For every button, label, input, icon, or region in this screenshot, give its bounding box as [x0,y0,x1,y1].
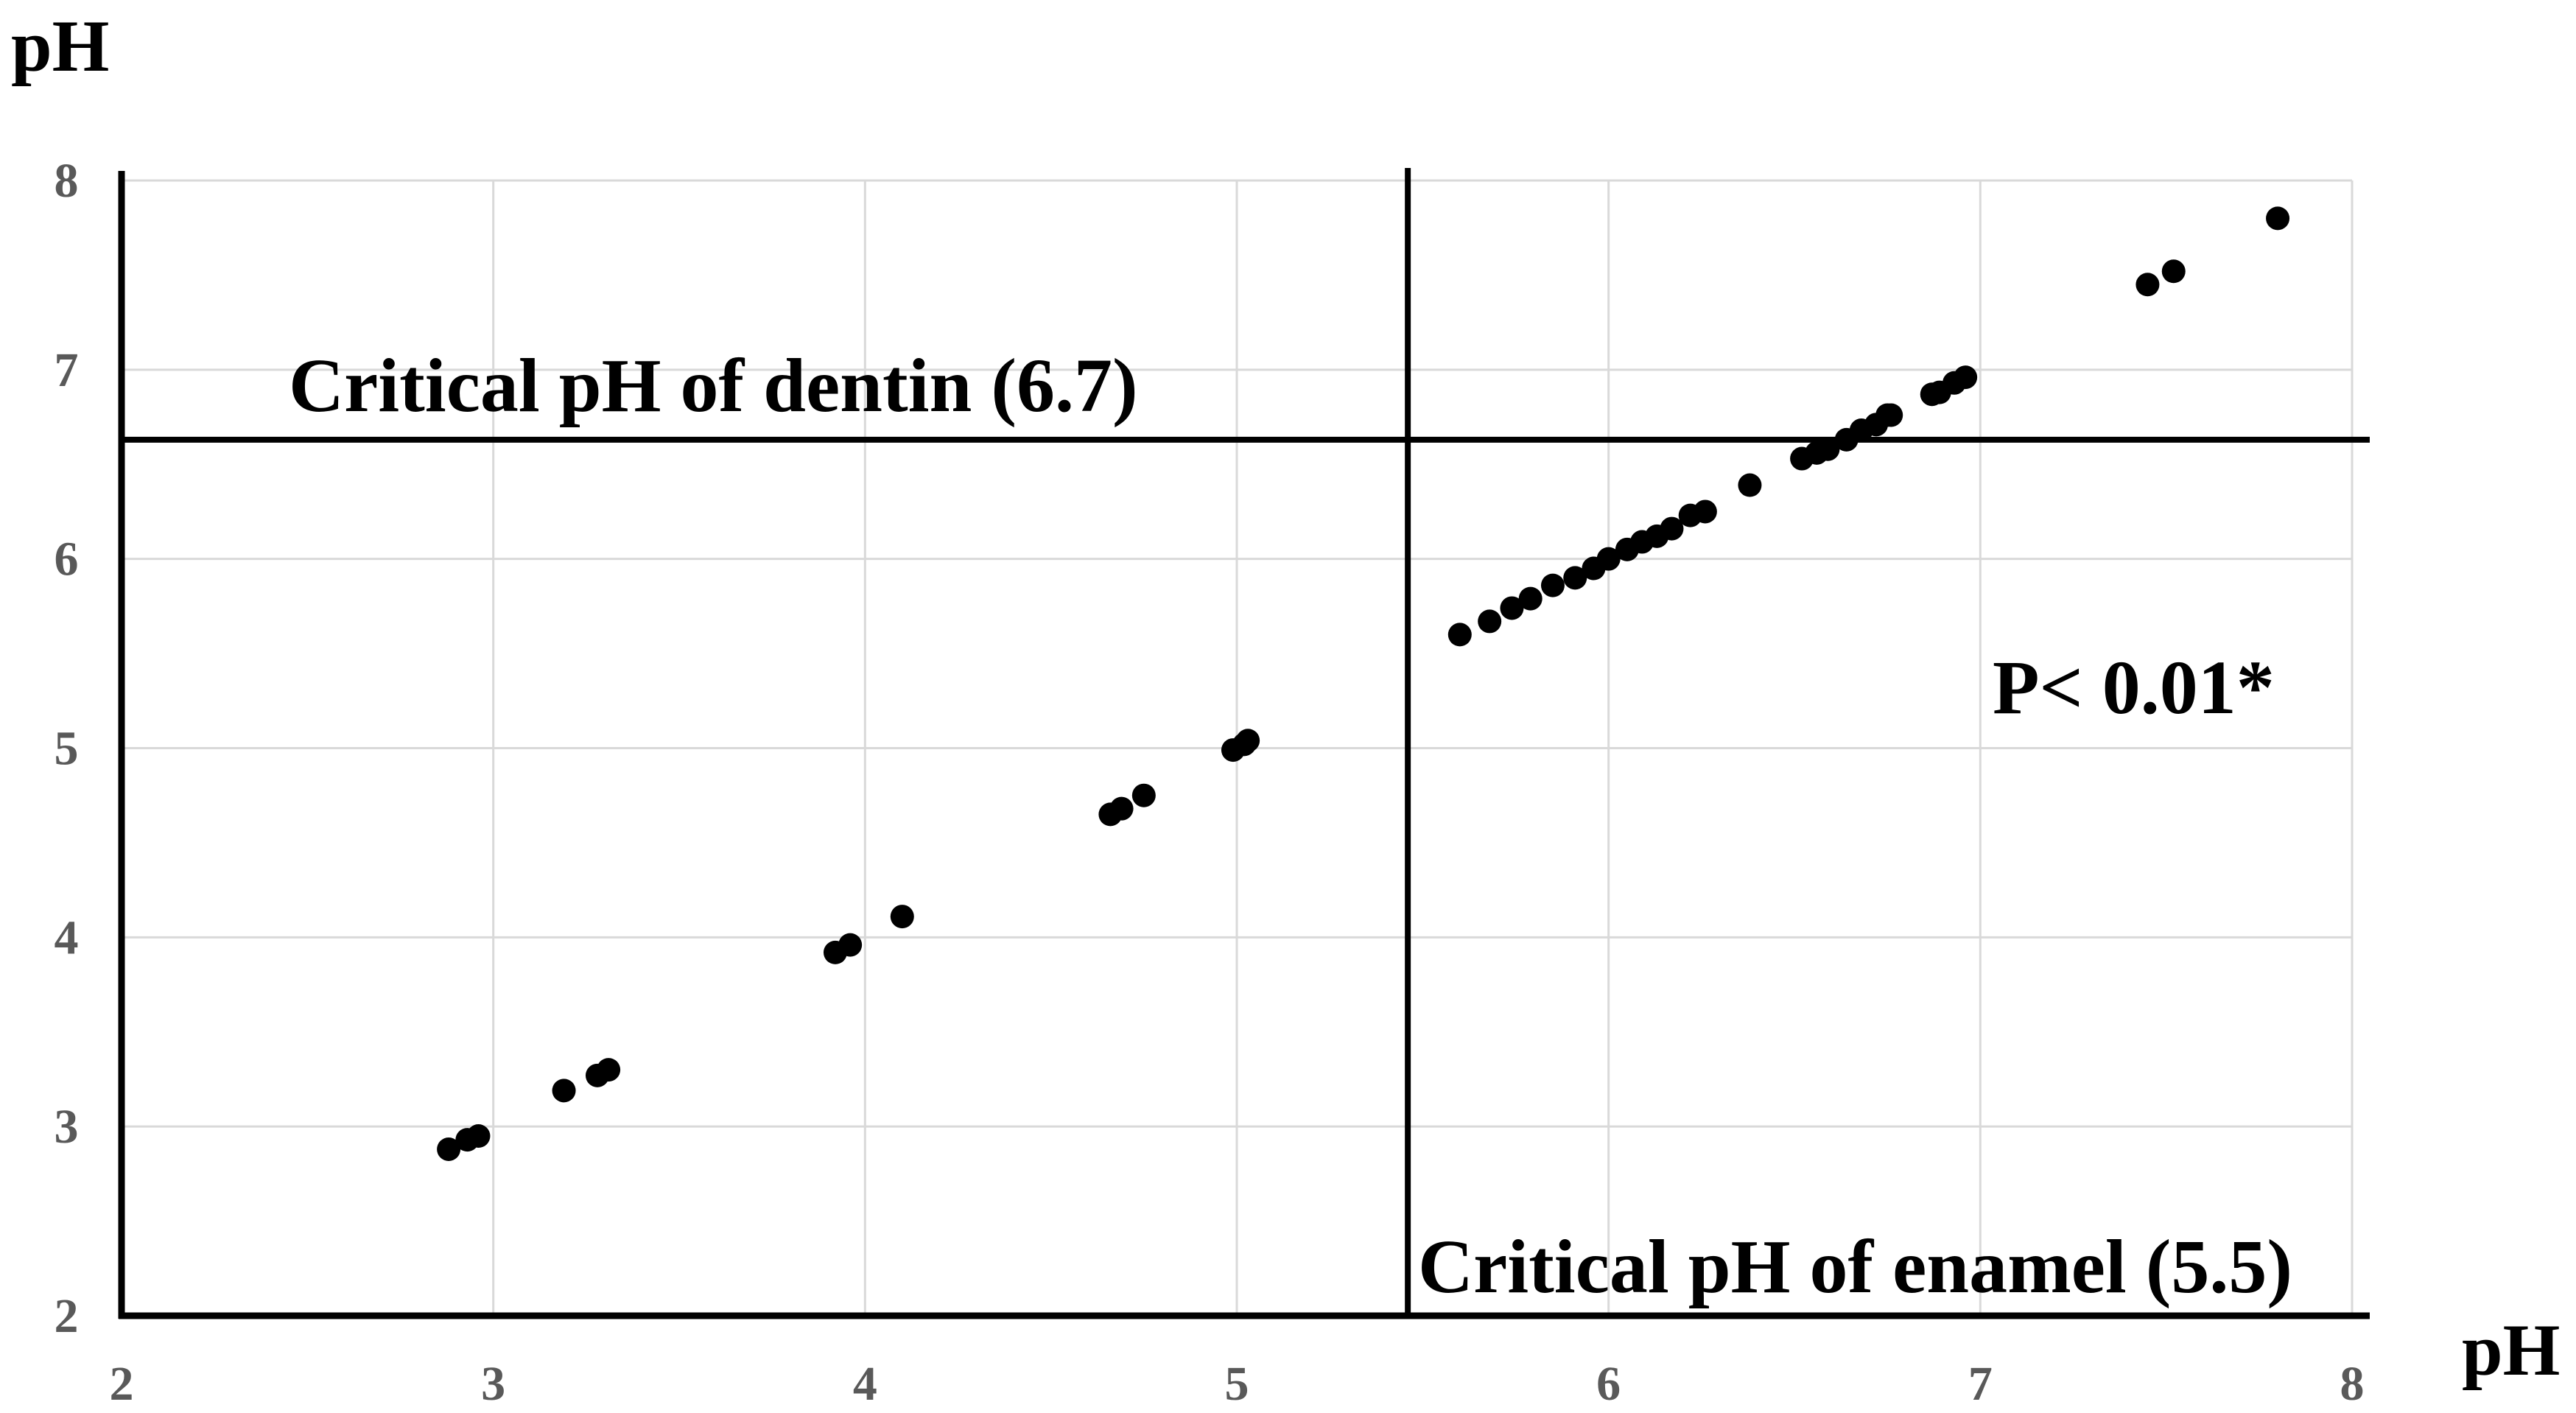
data-point [1816,437,1840,461]
axes [118,171,2370,1319]
data-point [437,1137,461,1161]
data-point [1879,403,1903,427]
data-point [466,1124,491,1149]
reference-lines [122,168,2370,1316]
tick-labels: 2 3 4 5 6 7 8 2 3 4 5 6 7 8 [55,154,2365,1411]
data-point [1131,783,1156,807]
data-point [1660,516,1684,541]
enamel-line-label: Critical pH of enamel (5.5) [1418,1224,2292,1309]
x-tick-label: 2 [110,1357,134,1411]
x-tick-label: 8 [2340,1357,2365,1411]
data-point [1236,729,1260,753]
x-tick-label: 7 [1968,1357,1993,1411]
dentin-line-label: Critical pH of dentin (6.7) [289,343,1138,428]
y-tick-label: 2 [55,1289,79,1343]
data-point [1478,609,1502,634]
data-point [838,933,863,957]
data-point [1500,596,1524,620]
data-point [1563,566,1587,590]
x-tick-label: 6 [1596,1357,1621,1411]
data-points [437,206,2290,1161]
x-tick-label: 5 [1225,1357,1249,1411]
data-point [2161,259,2186,284]
data-point [1954,365,1978,390]
data-point [1596,547,1621,571]
data-point [1738,473,1762,497]
data-point [2266,206,2290,231]
data-point [1109,796,1134,821]
y-tick-label: 4 [55,911,79,964]
y-tick-label: 3 [55,1100,79,1154]
y-axis-title: pH [11,5,109,87]
data-point [1540,573,1565,597]
x-tick-label: 4 [853,1357,877,1411]
data-point [597,1058,621,1082]
p-value-annotation: P< 0.01* [1993,645,2275,730]
data-point [1447,623,1472,647]
y-tick-label: 8 [55,154,79,208]
y-tick-label: 6 [55,533,79,586]
data-point [2135,273,2160,297]
data-point [552,1079,576,1103]
data-point [1518,586,1543,611]
x-tick-label: 3 [481,1357,505,1411]
data-point [1693,499,1717,524]
y-tick-label: 5 [55,722,79,776]
y-tick-label: 7 [55,343,79,397]
data-point [890,905,914,929]
x-axis-title: pH [2462,1309,2560,1391]
